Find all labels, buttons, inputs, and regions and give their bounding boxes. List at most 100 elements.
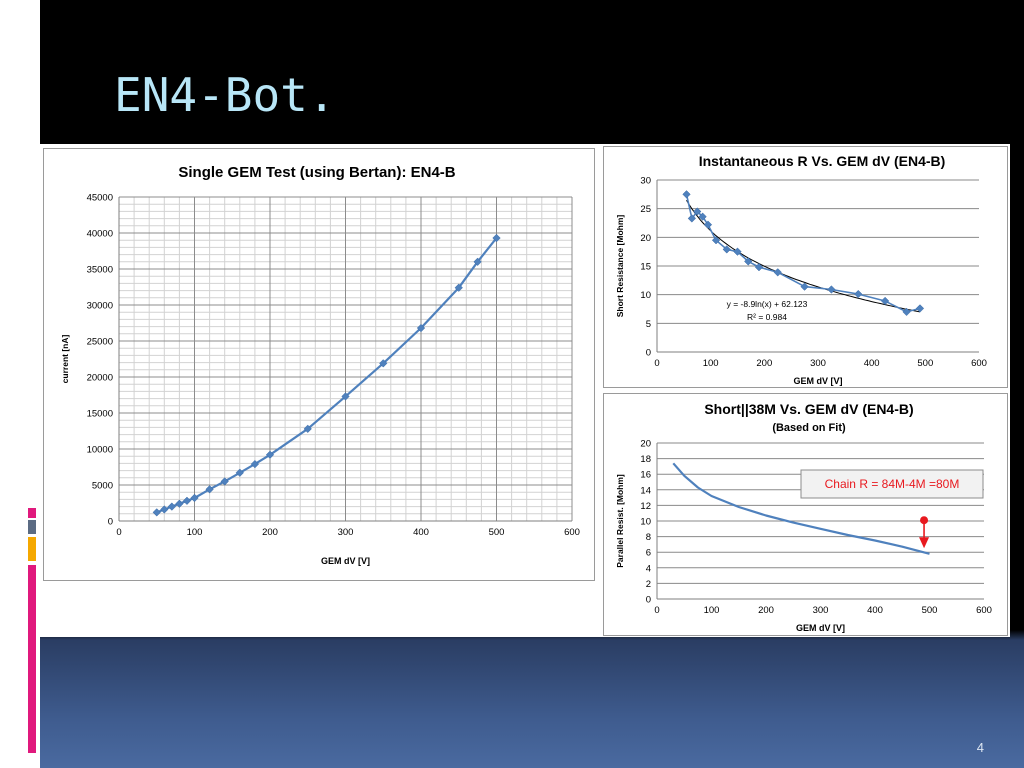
x-tick-label: 400 (867, 605, 883, 616)
y-axis-label: current [nA] (60, 335, 70, 384)
arrow-head (919, 537, 930, 549)
chain-r-box (800, 469, 984, 499)
x-axis-label: GEM dV [V] (794, 376, 843, 386)
data-point (205, 485, 214, 494)
data-point (175, 499, 184, 508)
data-point (754, 262, 764, 272)
y-tick-label: 12 (640, 501, 651, 512)
x-tick-label: 0 (116, 527, 121, 538)
deco-bar-pink-top (28, 508, 36, 518)
page-number: 4 (976, 740, 984, 755)
data-point (698, 212, 707, 221)
x-tick-label: 300 (813, 605, 829, 616)
y-tick-label: 20 (640, 439, 651, 450)
deco-bar-pink-long (28, 565, 36, 753)
y-tick-label: 10 (640, 290, 651, 301)
data-point (416, 323, 426, 333)
y-tick-label: 30000 (87, 301, 113, 312)
red-marker-dot (920, 516, 929, 525)
y-tick-label: 35000 (87, 265, 113, 276)
x-tick-label: 100 (187, 527, 203, 538)
y-tick-label: 8 (646, 532, 651, 543)
x-tick-label: 400 (864, 358, 880, 369)
x-tick-label: 500 (489, 527, 505, 538)
x-tick-label: 600 (976, 605, 992, 616)
data-point (800, 282, 809, 291)
data-point (190, 493, 199, 503)
y-tick-label: 15000 (87, 409, 113, 420)
x-axis-label: GEM dV [V] (321, 556, 370, 566)
y-tick-label: 5 (646, 319, 651, 330)
data-point (693, 207, 702, 216)
y-axis-label: Parallel Resist. [Mohm] (615, 474, 625, 568)
chain-r-label: Chain R = 84M-4M =80M (825, 477, 960, 491)
y-axis-label: Short Resistance [Mohm] (615, 215, 625, 318)
x-tick-label: 0 (654, 358, 659, 369)
data-point (711, 236, 721, 245)
data-point (744, 257, 753, 266)
y-tick-label: 14 (640, 485, 651, 496)
y-tick-label: 15 (640, 262, 651, 273)
chart-instant-resistance: 0 100 200 300 400 500 600 0 5 10 15 20 25 30 Instantan… (603, 146, 1008, 388)
x-tick-label: 300 (338, 527, 354, 538)
y-tick-label: 18 (640, 454, 651, 465)
x-tick-label: 200 (262, 527, 278, 538)
data-point (682, 190, 691, 199)
x-tick-label: 100 (703, 358, 719, 369)
x-tick-label: 600 (564, 527, 580, 538)
y-tick-label: 20000 (87, 373, 113, 384)
x-tick-label: 200 (756, 358, 772, 369)
y-tick-label: 0 (646, 348, 651, 359)
slide-title: EN4-Bot. (114, 68, 336, 122)
data-point (854, 289, 863, 299)
data-point (152, 508, 161, 517)
data-point (160, 505, 169, 514)
y-tick-label: 5000 (92, 481, 113, 492)
chart-parallel-svg: 0 100 200 300 400 500 600 0 2 4 6 8 10 12 14 16 18 20 Shor… (615, 401, 992, 633)
data-point (687, 214, 697, 223)
y-tick-label: 40000 (87, 229, 113, 240)
chart-current-vs-dv: 0 100 200 300 400 500 600 0 5000 10000 15000 20000 2… (43, 148, 595, 581)
chart-parallel-resistance: 0 100 200 300 400 500 600 0 2 4 6 8 10 12 14 16 18 20 Shor… (603, 393, 1008, 636)
deco-bar-slate (28, 520, 36, 534)
y-tick-label: 25000 (87, 337, 113, 348)
chart-resistance-svg: 0 100 200 300 400 500 600 0 5 10 15 20 25 30 Instantan… (615, 153, 987, 386)
chart-title: Instantaneous R Vs. GEM dV (EN4-B) (699, 153, 946, 169)
data-point (880, 296, 890, 306)
data-point (303, 424, 312, 433)
x-tick-label: 100 (704, 605, 720, 616)
chart-subtitle: (Based on Fit) (772, 422, 846, 434)
chart-title: Single GEM Test (using Bertan): EN4-B (178, 164, 455, 181)
y-tick-label: 30 (640, 176, 651, 187)
data-point (167, 502, 177, 511)
x-tick-label: 400 (413, 527, 429, 538)
x-tick-label: 500 (917, 358, 933, 369)
deco-bar-orange (28, 537, 36, 561)
x-axis-label: GEM dV [V] (796, 623, 845, 633)
data-point (341, 392, 350, 401)
data-point (773, 268, 782, 277)
y-tick-label: 2 (646, 579, 651, 590)
data-point (379, 359, 388, 368)
x-tick-label: 500 (922, 605, 938, 616)
series-line (156, 237, 498, 514)
data-point (220, 477, 229, 486)
chart-title: Short||38M Vs. GEM dV (EN4-B) (704, 401, 913, 417)
y-tick-label: 6 (646, 548, 651, 559)
x-tick-label: 600 (971, 358, 987, 369)
x-tick-label: 300 (810, 358, 826, 369)
y-tick-label: 10000 (87, 445, 113, 456)
data-point (915, 304, 925, 313)
y-tick-label: 45000 (87, 193, 113, 204)
data-point (235, 468, 244, 477)
y-tick-label: 25 (640, 204, 651, 215)
y-tick-label: 16 (640, 470, 651, 481)
data-point (827, 285, 836, 294)
y-tick-label: 4 (646, 563, 651, 574)
data-point (733, 247, 742, 256)
y-tick-label: 20 (640, 233, 651, 244)
chart-current-svg: 0 100 200 300 400 500 600 0 5000 10000 15000 20000 2… (60, 164, 580, 566)
data-point (265, 450, 275, 459)
fit-r-squared: R² = 0.984 (747, 312, 787, 322)
data-point (454, 283, 463, 292)
